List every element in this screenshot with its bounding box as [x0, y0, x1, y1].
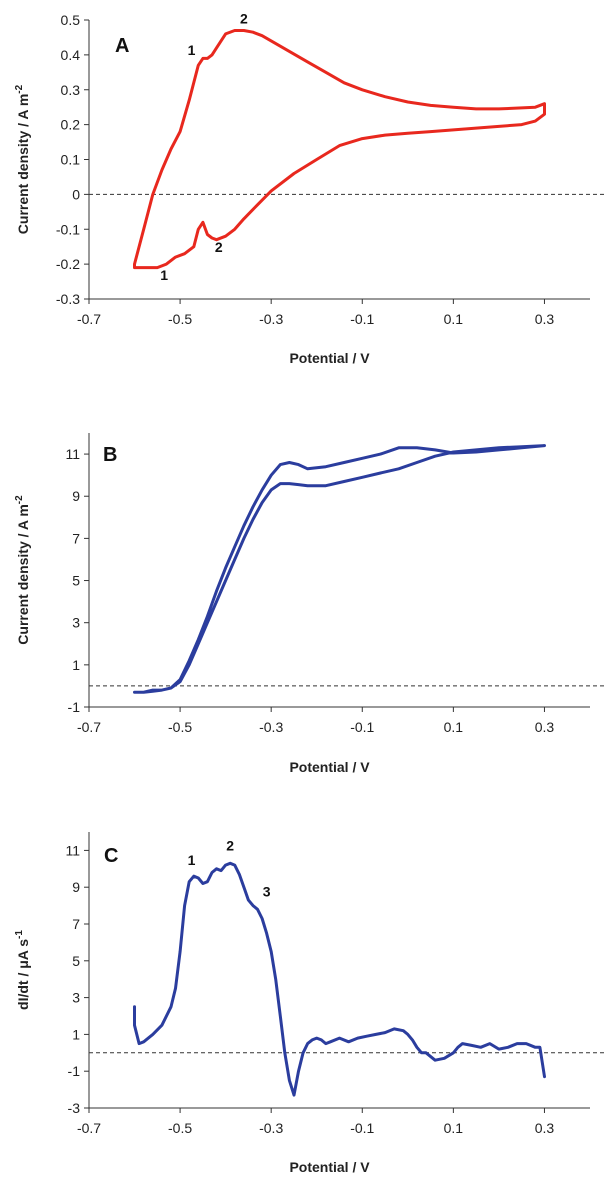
y-tick-label: 0.5: [61, 12, 81, 28]
y-tick-label: 5: [72, 573, 80, 589]
x-tick-label: 0.3: [535, 311, 555, 327]
x-tick-label: -0.1: [350, 1120, 374, 1136]
peak-annotation: 2: [240, 10, 248, 26]
peak-annotation: 1: [160, 267, 168, 283]
x-tick-label: -0.1: [350, 311, 374, 327]
x-tick-label: 0.1: [444, 719, 464, 735]
x-tick-label: -0.5: [168, 1120, 192, 1136]
y-axis-label-text: Current density / A m: [15, 504, 31, 645]
panel-a: -0.7 -0.5 -0.3 -0.1 0.1 0.3 0.5 0.4 0.3 0.2 0.1 0 -0…: [14, 10, 605, 366]
peak-annotation: 1: [188, 42, 196, 58]
peak-annotation: 2: [215, 239, 223, 255]
peak-annotation: 2: [226, 837, 234, 853]
y-tick-label: 0.2: [61, 117, 81, 133]
series-line: [133, 861, 546, 1097]
y-tick-label: -0.3: [56, 291, 80, 307]
y-tick-label: -3: [68, 1100, 81, 1116]
panel-c: -0.7 -0.5 -0.3 -0.1 0.1 0.3 11 9 7 5 3 1 -1 -3 Potenti…: [14, 832, 605, 1175]
y-tick-label: 3: [72, 615, 80, 631]
panel-label: B: [103, 444, 117, 466]
x-axis-label: Potential / V: [289, 350, 370, 366]
x-tick-label: 0.3: [535, 1120, 555, 1136]
panel-label: A: [115, 35, 129, 57]
y-tick-label: 1: [72, 1026, 80, 1042]
panel-b: -0.7 -0.5 -0.3 -0.1 0.1 0.3 11 9 7 5 3 1 -1 Potential…: [14, 433, 605, 775]
y-tick-label: 1: [72, 657, 80, 673]
x-axis-label: Potential / V: [289, 759, 370, 775]
y-tick-label: 11: [65, 842, 80, 858]
x-tick-label: 0.3: [535, 719, 555, 735]
y-tick-label: -1: [68, 1063, 81, 1079]
x-tick-label: -0.7: [77, 311, 101, 327]
y-tick-label: 5: [72, 953, 80, 969]
x-axis-label: Potential / V: [289, 1159, 370, 1175]
y-axis-label-text: Current density / A m: [15, 94, 31, 235]
y-axis-label-superscript: -2: [14, 84, 25, 93]
x-tick-label: -0.1: [350, 719, 374, 735]
y-axis-label: Current density / A m-2: [14, 84, 31, 234]
y-tick-label: 0.1: [61, 152, 81, 168]
y-tick-label: 0: [72, 186, 80, 202]
peak-annotation: 1: [188, 852, 196, 868]
y-axis-label-text: dI/dt / μA s: [15, 939, 31, 1010]
y-tick-label: -1: [68, 699, 81, 715]
panel-label: C: [104, 845, 118, 867]
y-axis-label: dI/dt / μA s-1: [14, 930, 31, 1010]
series-line: [133, 29, 546, 270]
x-tick-label: 0.1: [444, 1120, 464, 1136]
y-tick-label: 9: [72, 879, 80, 895]
x-tick-label: -0.5: [168, 311, 192, 327]
series-line: [133, 444, 546, 694]
x-tick-label: -0.7: [77, 1120, 101, 1136]
peak-annotation: 3: [263, 883, 271, 899]
y-tick-label: 7: [72, 530, 80, 546]
x-tick-label: -0.3: [259, 311, 283, 327]
y-axis-label-superscript: -1: [14, 930, 25, 939]
x-tick-label: -0.3: [259, 719, 283, 735]
y-tick-label: 0.4: [61, 47, 81, 63]
x-tick-label: -0.7: [77, 719, 101, 735]
x-tick-label: 0.1: [444, 311, 464, 327]
y-axis-label: Current density / A m-2: [14, 495, 31, 645]
x-tick-label: -0.5: [168, 719, 192, 735]
y-tick-label: -0.2: [56, 256, 80, 272]
y-tick-label: 11: [65, 446, 80, 462]
y-tick-label: 9: [72, 488, 80, 504]
y-tick-label: 7: [72, 916, 80, 932]
y-tick-label: 3: [72, 990, 80, 1006]
y-axis-label-superscript: -2: [14, 495, 25, 504]
x-tick-label: -0.3: [259, 1120, 283, 1136]
y-tick-label: 0.3: [61, 82, 81, 98]
y-tick-label: -0.1: [56, 221, 80, 237]
